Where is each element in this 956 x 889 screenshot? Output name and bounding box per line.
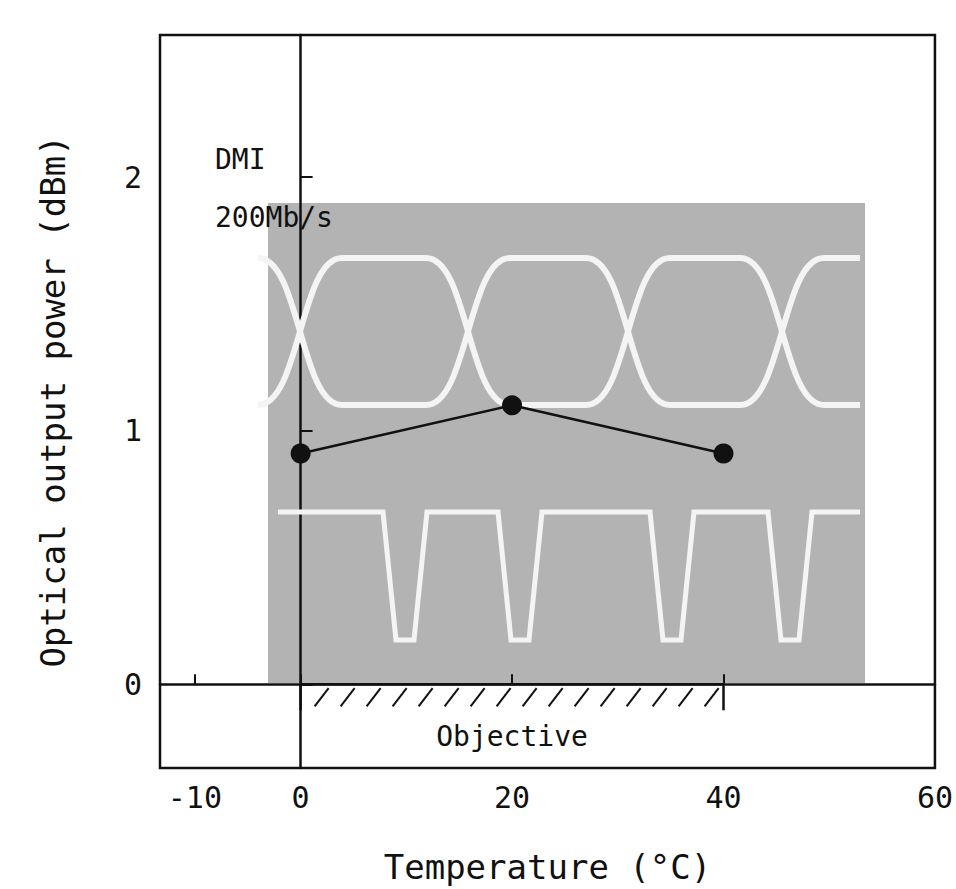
svg-text:40: 40 (705, 780, 741, 815)
svg-text:200Mb/s: 200Mb/s (215, 201, 333, 234)
svg-text:Optical output power (dBm): Optical output power (dBm) (33, 135, 73, 667)
svg-text:0: 0 (292, 780, 310, 815)
svg-text:Temperature (°C): Temperature (°C) (384, 847, 712, 887)
svg-text:-10: -10 (168, 780, 222, 815)
svg-text:DMI: DMI (215, 143, 266, 176)
svg-text:1: 1 (124, 413, 142, 448)
svg-text:2: 2 (124, 160, 142, 195)
svg-text:0: 0 (124, 667, 142, 702)
svg-text:60: 60 (917, 780, 953, 815)
svg-text:Objective: Objective (436, 720, 588, 753)
svg-text:20: 20 (494, 780, 530, 815)
